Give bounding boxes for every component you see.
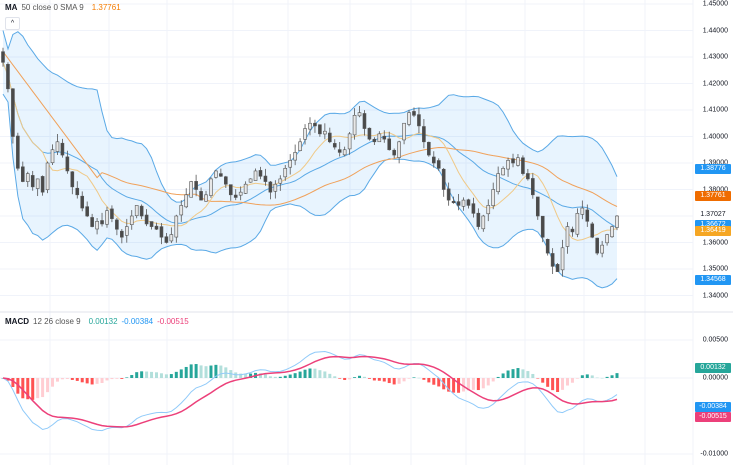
macd-tick-label: 0.00500 xyxy=(702,336,728,344)
candlesticks xyxy=(1,47,619,277)
macd-line-value: -0.00384 xyxy=(121,317,154,326)
price-badge: 1.36672 xyxy=(695,219,731,230)
price-tick-label: 1.39000 xyxy=(694,160,728,167)
price-badge: 1.37027 xyxy=(695,210,731,221)
macd-badge: 0.00132 xyxy=(695,362,731,373)
price-tick-label: 1.41000 xyxy=(702,106,728,114)
price-badge: 1.37761 xyxy=(695,190,731,201)
macd-legend-name: MACD xyxy=(5,317,29,326)
price-tick-label: 1.42000 xyxy=(702,80,728,87)
macd-badge: -0.00384 xyxy=(695,402,731,413)
macd-tick-label: -0.01000 xyxy=(700,450,728,458)
price-badge: 1.36419 xyxy=(695,226,731,237)
price-tick-label: 1.45000 xyxy=(702,0,728,8)
price-tick-label: 1.44000 xyxy=(702,27,728,34)
price-tick-label: 1.38000 xyxy=(702,186,728,193)
ma-legend: MA 50 close 0 SMA 9 1.37761 xyxy=(5,3,121,12)
collapse-legend-button[interactable]: ^ xyxy=(5,17,20,30)
price-tick-label: 1.43000 xyxy=(702,53,728,61)
macd-legend: MACD 12 26 close 9 0.00132 -0.00384 -0.0… xyxy=(5,317,189,326)
price-tick-label: 1.34000 xyxy=(702,292,728,299)
price-badge: 1.34568 xyxy=(695,275,731,286)
price-tick-label: 1.35000 xyxy=(702,265,728,273)
macd-hist-value: 0.00132 xyxy=(88,317,118,326)
ma-legend-params: 50 close 0 SMA 9 xyxy=(21,3,84,12)
macd-badge: -0.00515 xyxy=(695,412,731,423)
price-tick-label: 1.36000 xyxy=(702,239,728,246)
ma-legend-value: 1.37761 xyxy=(91,3,121,12)
macd-signal-value: -0.00515 xyxy=(157,317,189,326)
price-badge: 1.38776 xyxy=(695,163,731,174)
price-tick-label: 1.40000 xyxy=(702,133,728,140)
macd-legend-params: 12 26 close 9 xyxy=(33,317,81,326)
macd-tick-label: 0.00000 xyxy=(702,374,728,382)
ma-legend-name: MA xyxy=(5,3,18,12)
